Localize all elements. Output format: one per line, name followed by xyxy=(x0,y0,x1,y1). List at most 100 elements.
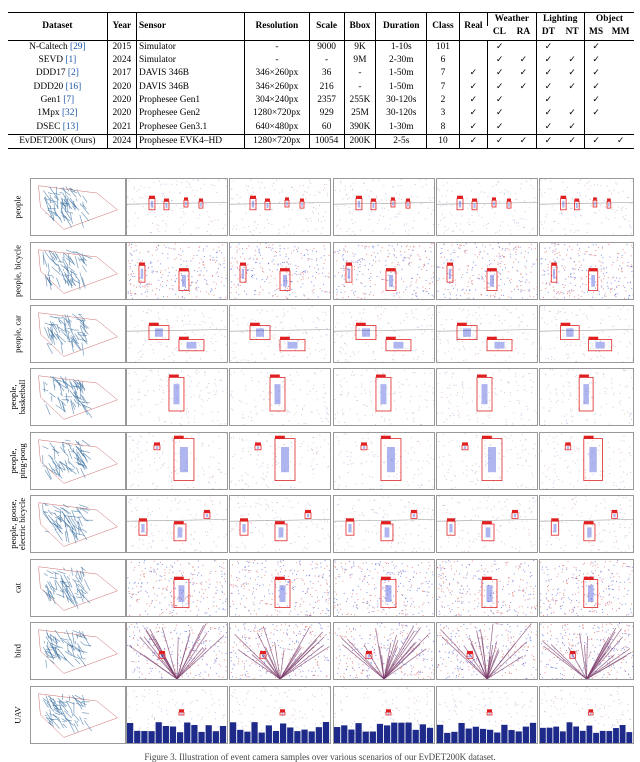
cell-cl: ✓ xyxy=(488,120,511,134)
event-frame xyxy=(334,560,433,616)
sample-row: UAV xyxy=(8,686,634,744)
cell-mm: ✓ xyxy=(607,134,634,148)
col-dt: DT xyxy=(536,26,560,40)
point-cloud xyxy=(39,440,118,484)
cell-year: 2020 xyxy=(107,80,136,93)
cell-ra: ✓ xyxy=(511,80,536,93)
event-frame xyxy=(334,306,434,362)
event-frame xyxy=(231,434,330,489)
event-frame xyxy=(230,623,330,679)
citation-link[interactable]: [29] xyxy=(70,42,86,52)
sample-row: people, bicycle xyxy=(8,242,634,300)
event-frame-view xyxy=(436,495,538,553)
event-frame-view xyxy=(229,432,331,490)
event-frame-view xyxy=(126,622,228,680)
cell-bbox: 9K xyxy=(344,40,376,54)
cell-bbox: 390K xyxy=(344,120,376,134)
dataset-name: DDD20 xyxy=(34,82,64,92)
event-frame xyxy=(127,497,227,552)
event-frame xyxy=(230,243,330,299)
cell-sensor: Simulator xyxy=(136,54,244,67)
row-label: people, bicycle xyxy=(8,242,28,300)
point-cloud-view xyxy=(30,432,126,490)
row-label-line: ping-pong xyxy=(18,443,27,478)
row-label-line: electric bicycle xyxy=(18,498,27,550)
cell-dt: ✓ xyxy=(536,67,560,80)
point-cloud-view xyxy=(30,559,126,617)
cell-dataset: 1Mpx [32] xyxy=(8,107,107,120)
citation-link[interactable]: [32] xyxy=(62,108,78,118)
cell-nt: ✓ xyxy=(560,107,584,120)
cell-duration: 1-50m xyxy=(376,67,427,80)
event-frame-view xyxy=(436,686,538,744)
row-label-line: people xyxy=(14,196,23,219)
cell-bbox: 25M xyxy=(344,107,376,120)
cell-ra xyxy=(511,94,536,107)
cell-year: 2017 xyxy=(107,67,136,80)
citation-link[interactable]: [16] xyxy=(66,82,82,92)
event-frame-view xyxy=(539,368,634,426)
cell-real xyxy=(459,40,488,54)
cell-duration: 1-30m xyxy=(376,120,427,134)
col-duration: Duration xyxy=(376,13,427,41)
cell-nt: ✓ xyxy=(560,80,584,93)
citation-link[interactable]: [13] xyxy=(63,122,79,132)
cell-dataset: DDD20 [16] xyxy=(8,80,107,93)
cell-sensor: Prophesee Gen1 xyxy=(136,94,244,107)
citation-link[interactable]: [1] xyxy=(65,55,76,65)
cell-year: 2020 xyxy=(107,94,136,107)
cell-scale: 2357 xyxy=(309,94,344,107)
event-frame xyxy=(541,369,633,425)
col-dataset: Dataset xyxy=(8,13,107,41)
col-sensor: Sensor xyxy=(136,13,244,41)
event-frame-view xyxy=(229,559,331,617)
point-cloud xyxy=(39,503,118,547)
cell-ms xyxy=(584,120,607,134)
cell-dataset: EvDET200K (Ours) xyxy=(8,134,107,148)
sample-row: people,basketball xyxy=(8,368,634,426)
point-cloud xyxy=(39,250,118,294)
citation-link[interactable]: [2] xyxy=(68,68,79,78)
cell-ms: ✓ xyxy=(584,107,607,120)
event-frame xyxy=(129,433,227,489)
point-cloud-view xyxy=(30,622,126,680)
point-cloud xyxy=(39,630,118,674)
cell-real xyxy=(459,54,488,67)
cell-cl: ✓ xyxy=(488,107,511,120)
event-frame-view xyxy=(333,686,435,744)
event-frame-view xyxy=(126,686,228,744)
event-frame-view xyxy=(126,432,228,490)
cell-real: ✓ xyxy=(459,134,488,148)
point-cloud-view xyxy=(30,495,126,553)
event-frame xyxy=(540,560,633,616)
event-frame xyxy=(540,623,633,679)
col-scale: Scale xyxy=(309,13,344,41)
event-frame xyxy=(127,623,227,679)
event-frame-view xyxy=(436,432,538,490)
col-real: Real xyxy=(459,13,488,41)
cell-mm xyxy=(607,107,634,120)
event-frame-view xyxy=(333,622,435,680)
event-frame xyxy=(437,560,537,616)
cell-bbox: 200K xyxy=(344,134,376,148)
event-frame-view xyxy=(229,242,331,300)
dataset-name: Gen1 xyxy=(41,95,61,105)
cell-class: 7 xyxy=(427,67,459,80)
cell-mm xyxy=(607,120,634,134)
event-frame xyxy=(334,179,434,235)
event-frame-view xyxy=(229,622,331,680)
event-frame xyxy=(127,179,227,235)
citation-link[interactable]: [7] xyxy=(63,95,74,105)
cell-sensor: Simulator xyxy=(136,40,244,54)
event-frame-view xyxy=(126,242,228,300)
event-frame-view xyxy=(539,432,634,490)
event-frame-view xyxy=(539,559,634,617)
cell-sensor: DAVIS 346B xyxy=(136,67,244,80)
point-cloud-view xyxy=(30,242,126,300)
cell-class: 3 xyxy=(427,107,459,120)
event-frame-view xyxy=(229,305,331,363)
point-cloud xyxy=(39,694,118,738)
